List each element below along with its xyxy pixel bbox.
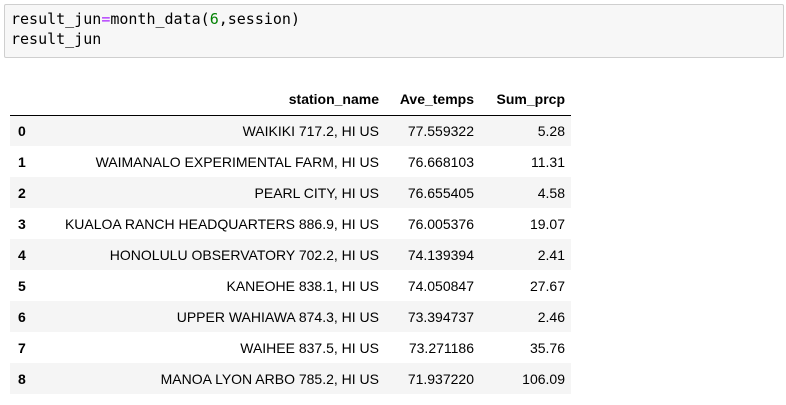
code-number: 6 (209, 10, 219, 28)
table-row: 6 UPPER WAHIAWA 874.3, HI US 73.394737 2… (10, 301, 571, 332)
row-index: 5 (18, 277, 26, 294)
sum-prcp-cell: 27.67 (529, 277, 565, 294)
station-name-cell: PEARL CITY, HI US (254, 184, 379, 201)
station-name-cell: HONOLULU OBSERVATORY 702.2, HI US (109, 246, 379, 263)
table-row: 5 KANEOHE 838.1, HI US 74.050847 27.67 (10, 270, 571, 301)
code-editor[interactable]: result_jun=month_data(6,session) result_… (11, 9, 300, 49)
ave-temps-cell: 74.139394 (407, 246, 474, 263)
row-index: 0 (18, 122, 26, 139)
table-row: 3 KUALOA RANCH HEADQUARTERS 886.9, HI US… (10, 208, 571, 239)
ave-temps-cell: 76.668103 (407, 153, 474, 170)
ave-temps-cell: 76.655405 (407, 184, 474, 201)
station-name-cell: KUALOA RANCH HEADQUARTERS 886.9, HI US (64, 215, 379, 232)
station-name-cell: KANEOHE 838.1, HI US (226, 277, 379, 294)
code-rest: ,session) (218, 10, 300, 28)
row-index: 7 (18, 339, 26, 356)
row-index: 3 (18, 215, 26, 232)
row-index: 1 (18, 153, 26, 170)
sum-prcp-cell: 106.09 (522, 370, 565, 387)
table-row: 4 HONOLULU OBSERVATORY 702.2, HI US 74.1… (10, 239, 571, 270)
sum-prcp-cell: 35.76 (529, 339, 565, 356)
sum-prcp-cell: 4.58 (537, 184, 565, 201)
code-func: month_data( (110, 10, 210, 28)
index-header (10, 84, 36, 116)
ave-temps-cell: 76.005376 (407, 215, 474, 232)
code-var: result_jun (11, 10, 102, 28)
ave-temps-cell: 71.937220 (407, 370, 474, 387)
row-index: 6 (18, 308, 26, 325)
sum-prcp-cell: 19.07 (529, 215, 565, 232)
table-header-row: station_name Ave_temps Sum_prcp (10, 84, 571, 116)
row-index: 8 (18, 370, 26, 387)
dataframe-output: station_name Ave_temps Sum_prcp 0 WAIKIK… (10, 84, 571, 394)
ave-temps-header: Ave_temps (385, 84, 480, 116)
code-cell[interactable]: result_jun=month_data(6,session) result_… (4, 4, 784, 58)
sum-prcp-cell: 11.31 (531, 153, 565, 170)
table-row: 2 PEARL CITY, HI US 76.655405 4.58 (10, 177, 571, 208)
row-index: 2 (18, 184, 26, 201)
station-name-cell: WAIMANALO EXPERIMENTAL FARM, HI US (95, 153, 379, 170)
table-row: 0 WAIKIKI 717.2, HI US 77.559322 5.28 (10, 115, 571, 146)
row-index: 4 (18, 246, 26, 263)
sum-prcp-header: Sum_prcp (480, 84, 571, 116)
station-name-cell: WAIKIKI 717.2, HI US (242, 122, 379, 139)
code-operator: = (101, 10, 111, 28)
table-row: 8 MANOA LYON ARBO 785.2, HI US 71.937220… (10, 363, 571, 394)
sum-prcp-cell: 2.46 (537, 308, 565, 325)
ave-temps-cell: 77.559322 (407, 122, 474, 139)
table-row: 7 WAIHEE 837.5, HI US 73.271186 35.76 (10, 332, 571, 363)
station-name-cell: WAIHEE 837.5, HI US (240, 339, 379, 356)
station-name-header: station_name (36, 84, 385, 116)
station-name-cell: MANOA LYON ARBO 785.2, HI US (160, 370, 379, 387)
table-row: 1 WAIMANALO EXPERIMENTAL FARM, HI US 76.… (10, 146, 571, 177)
code-line-2: result_jun (11, 30, 102, 48)
ave-temps-cell: 74.050847 (407, 277, 474, 294)
ave-temps-cell: 73.394737 (407, 308, 474, 325)
ave-temps-cell: 73.271186 (408, 339, 474, 356)
station-name-cell: UPPER WAHIAWA 874.3, HI US (176, 308, 379, 325)
sum-prcp-cell: 2.41 (537, 246, 565, 263)
sum-prcp-cell: 5.28 (537, 122, 565, 139)
